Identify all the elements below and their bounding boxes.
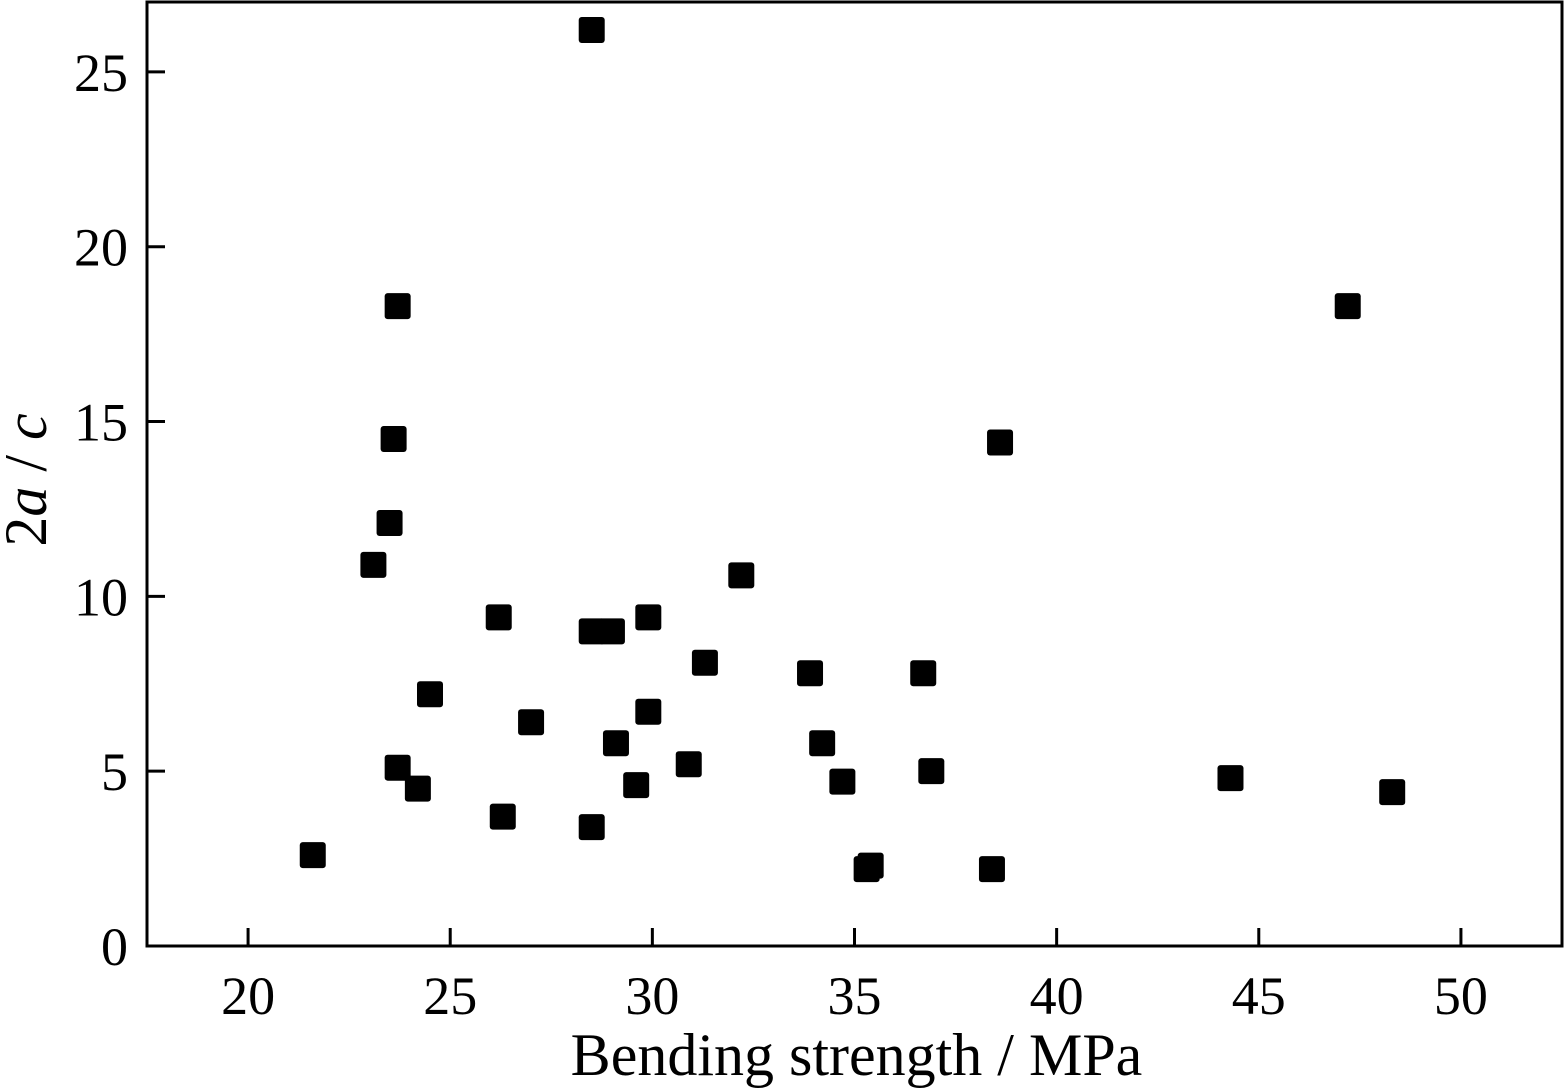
y-axis-ticks: 0 5 10 15 20 25 bbox=[74, 43, 165, 977]
data-point bbox=[489, 803, 516, 830]
data-point bbox=[404, 775, 431, 802]
data-point bbox=[978, 856, 1005, 883]
y-tick-label: 20 bbox=[74, 218, 128, 278]
x-tick-label: 50 bbox=[1434, 966, 1488, 1026]
plot-frame bbox=[145, 0, 1564, 948]
data-point bbox=[728, 562, 755, 589]
data-point bbox=[918, 758, 945, 785]
y-axis-title-part: c bbox=[0, 413, 59, 440]
data-point bbox=[598, 618, 625, 645]
data-point bbox=[578, 16, 605, 43]
y-tick-label: 15 bbox=[74, 393, 128, 453]
data-point bbox=[602, 730, 629, 757]
y-axis-title-part: / bbox=[0, 440, 59, 487]
data-point bbox=[623, 772, 650, 799]
data-point bbox=[691, 649, 718, 676]
data-point bbox=[635, 604, 662, 631]
x-axis-ticks: 20 25 30 35 40 45 50 bbox=[221, 928, 1488, 1026]
data-point bbox=[578, 814, 605, 841]
x-tick-label: 45 bbox=[1232, 966, 1286, 1026]
data-point bbox=[417, 681, 443, 708]
data-point bbox=[829, 768, 856, 795]
data-point bbox=[578, 618, 605, 645]
x-axis-title: Bending strength / MPa bbox=[571, 1022, 1143, 1088]
y-axis-title-part: 2 bbox=[0, 517, 59, 547]
data-point bbox=[675, 751, 702, 778]
data-point bbox=[1217, 765, 1244, 792]
data-point bbox=[1334, 293, 1361, 320]
data-point bbox=[299, 842, 326, 869]
data-point bbox=[910, 660, 937, 687]
y-tick-label: 10 bbox=[74, 567, 128, 627]
y-tick-label: 25 bbox=[74, 43, 128, 103]
x-tick-label: 20 bbox=[221, 966, 275, 1026]
data-point bbox=[857, 852, 884, 879]
data-point bbox=[380, 426, 407, 453]
data-point bbox=[360, 551, 387, 578]
data-point bbox=[1379, 779, 1406, 806]
y-axis-title: 2a / c bbox=[0, 413, 59, 546]
x-tick-label: 35 bbox=[828, 966, 882, 1026]
data-point bbox=[384, 293, 411, 320]
data-point bbox=[376, 509, 403, 536]
data-point bbox=[797, 660, 824, 687]
data-point bbox=[485, 604, 512, 631]
y-tick-label: 0 bbox=[101, 917, 128, 977]
x-tick-label: 25 bbox=[423, 966, 477, 1026]
data-point bbox=[809, 730, 836, 757]
data-point bbox=[987, 429, 1014, 456]
x-tick-label: 30 bbox=[625, 966, 679, 1026]
data-points bbox=[299, 16, 1406, 883]
x-tick-label: 40 bbox=[1030, 966, 1084, 1026]
y-tick-label: 5 bbox=[101, 742, 128, 802]
data-point bbox=[518, 709, 545, 736]
data-point bbox=[384, 754, 411, 781]
y-axis-title-part: a bbox=[0, 487, 59, 517]
data-point bbox=[635, 698, 662, 725]
